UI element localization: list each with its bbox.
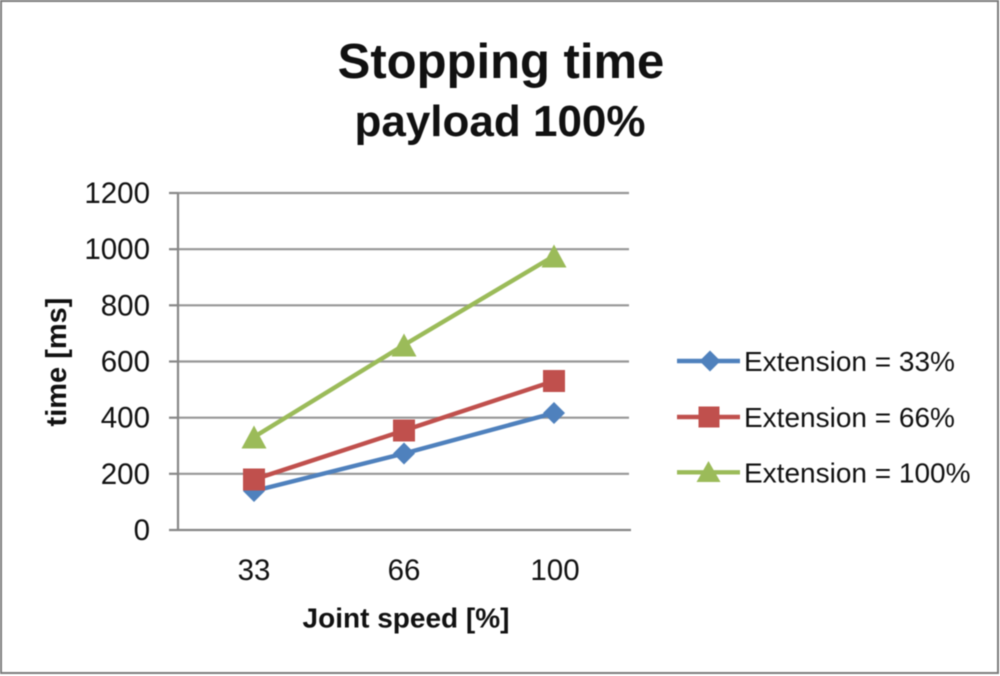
svg-text:100: 100 <box>530 554 579 587</box>
svg-text:Extension = 100%: Extension = 100% <box>744 458 971 489</box>
svg-text:Extension = 66%: Extension = 66% <box>744 402 955 433</box>
svg-text:600: 600 <box>101 346 150 379</box>
svg-text:200: 200 <box>101 458 150 491</box>
svg-text:1000: 1000 <box>84 233 150 266</box>
svg-text:time [ms]: time [ms] <box>41 298 73 427</box>
svg-text:Joint speed [%]: Joint speed [%] <box>303 603 510 634</box>
svg-text:1200: 1200 <box>84 177 150 210</box>
svg-text:0: 0 <box>134 514 150 547</box>
svg-text:400: 400 <box>101 402 150 435</box>
svg-text:66: 66 <box>388 554 421 587</box>
svg-text:33: 33 <box>238 554 271 587</box>
svg-text:Extension = 33%: Extension = 33% <box>744 346 955 377</box>
svg-text:payload 100%: payload 100% <box>354 97 645 146</box>
svg-text:Stopping time: Stopping time <box>338 35 665 89</box>
svg-text:800: 800 <box>101 289 150 322</box>
